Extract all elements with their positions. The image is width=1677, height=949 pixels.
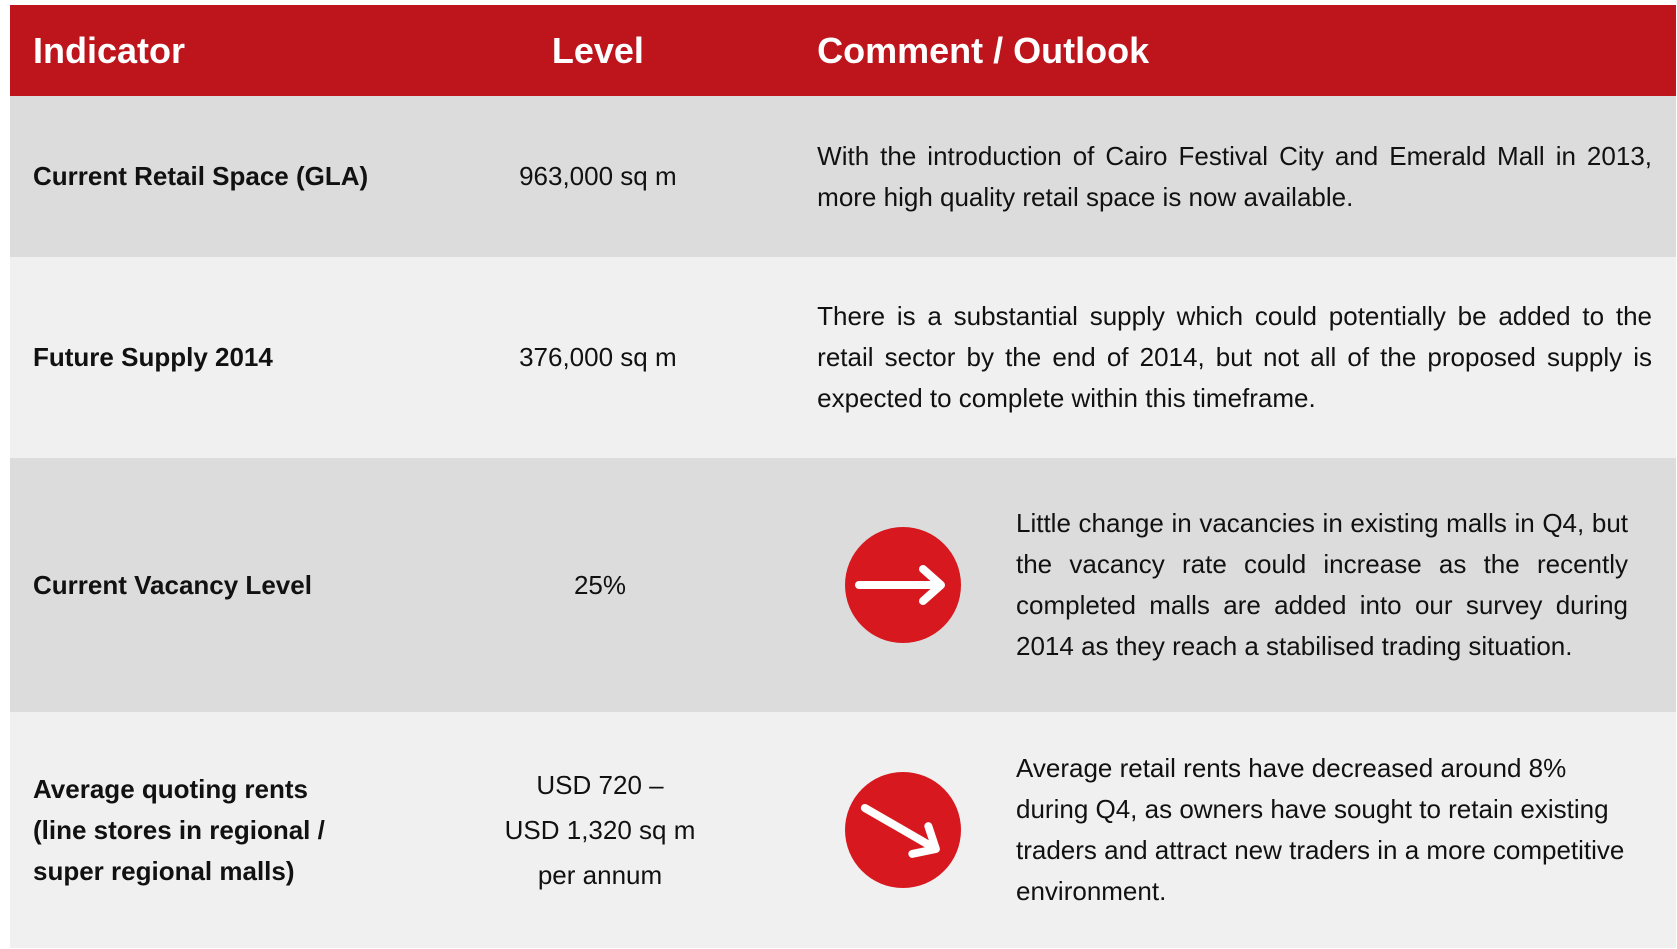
level-text: per annum (537, 859, 663, 890)
level-text: USD 1,320 sq m (504, 814, 696, 845)
table-row: Current Vacancy Level 25% Little change i… (10, 458, 1676, 712)
trend-arrow (845, 527, 961, 643)
level-text: 25% (573, 569, 627, 600)
header-cell: Indicator (33, 29, 186, 71)
indicator-text: Average quoting rents (33, 773, 308, 804)
indicator-text: super regional malls) (33, 855, 295, 886)
level-cell: 376,000 sq m (409, 335, 788, 380)
table-body: Current Retail Space (GLA) 963,000 sq m Wi… (10, 96, 1676, 948)
indicator-text: Current Retail Space (GLA) (33, 161, 369, 191)
comment-text: Average retail rents have decreased arou… (1016, 753, 1625, 906)
trend-arrow (845, 772, 961, 888)
indicator-text: Current Vacancy Level (33, 569, 312, 600)
header-cell: Comment / Outlook (817, 29, 1150, 71)
level-cell: 25% (410, 563, 790, 608)
indicator-cell: Current Retail Space (GLA) (10, 156, 409, 197)
level-text: 963,000 sq m (519, 161, 677, 191)
header-row: Indicator Level Comment / Outlook (10, 5, 1676, 96)
level-text: USD 720 – (536, 769, 664, 800)
comment-text: Little change in vacancies in existing m… (1016, 508, 1628, 661)
indicator-cell: Current Vacancy Level (10, 565, 410, 606)
table-row: Current Retail Space (GLA) 963,000 sq m Wi… (10, 96, 1676, 257)
indicator-cell: Future Supply 2014 (10, 337, 409, 378)
level-cell: 963,000 sq m (409, 154, 788, 199)
table-row: Average quoting rents (line stores in reg… (10, 712, 1676, 948)
indicator-cell: Average quoting rents (line stores in reg… (10, 769, 410, 892)
table-row: Future Supply 2014 376,000 sq m There is a… (10, 257, 1676, 458)
header-cell: Level (551, 29, 644, 71)
level-text: 376,000 sq m (519, 342, 677, 372)
comment-text: There is a substantial supply which coul… (817, 301, 1652, 413)
indicator-text: Future Supply 2014 (33, 342, 273, 372)
trend-cell (790, 770, 1016, 890)
indicator-text: (line stores in regional / (33, 814, 325, 845)
trend-cell (790, 525, 1016, 645)
level-cell: USD 720 – USD 1,320 sq m per annum (410, 763, 790, 898)
table: Indicator Level Comment / Outlook Curren… (10, 5, 1676, 948)
comment-text: With the introduction of Cairo Festival … (817, 140, 1652, 212)
